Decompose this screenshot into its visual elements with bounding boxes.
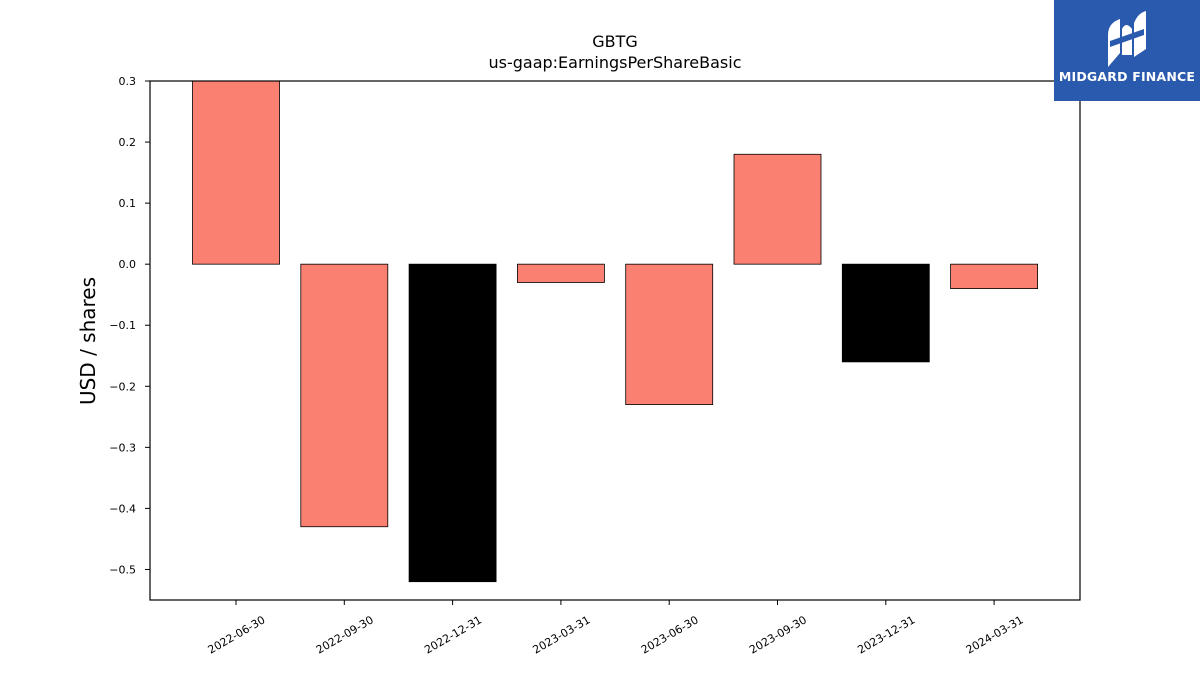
bar-2022-06-30 <box>192 80 280 265</box>
x-tick-label: 2023-09-30 <box>747 613 809 656</box>
y-axis: 0.3 0.2 0.1 0.0 −0.1 −0.2 −0.3 −0.4 −0.5 <box>109 75 150 576</box>
bar-2023-06-30 <box>625 263 714 406</box>
x-axis: 2022-06-30 2022-09-30 2022-12-31 2023-03-31… <box>206 600 1026 657</box>
y-tick-label: −0.4 <box>109 502 136 515</box>
bars-group <box>192 80 1038 583</box>
x-tick-label: 2022-09-30 <box>314 613 376 656</box>
bar-2023-09-30 <box>733 153 822 265</box>
bar-2023-12-31 <box>841 263 930 363</box>
y-tick-label: 0.3 <box>119 75 137 88</box>
y-axis-label: USD / shares <box>76 276 100 406</box>
bar-2023-03-31 <box>517 263 605 283</box>
x-tick-label: 2022-06-30 <box>206 613 268 656</box>
logo-text: MIDGARD FINANCE <box>1058 69 1196 84</box>
x-tick-label: 2023-03-31 <box>531 613 593 656</box>
y-tick-label: 0.0 <box>119 258 137 271</box>
y-tick-label: −0.3 <box>109 441 136 454</box>
y-tick-label: −0.2 <box>109 380 136 393</box>
midgard-logo-icon <box>1108 11 1146 67</box>
bar-2024-03-31 <box>950 263 1038 290</box>
plot-frame <box>149 80 1081 601</box>
x-tick-label: 2024-03-31 <box>964 613 1026 656</box>
chart-title: GBTG <box>592 32 638 51</box>
bar-2022-09-30 <box>300 263 389 528</box>
x-tick-label: 2023-12-31 <box>855 613 917 656</box>
y-tick-label: −0.5 <box>109 563 136 576</box>
y-tick-label: 0.2 <box>119 136 137 149</box>
x-tick-label: 2022-12-31 <box>422 613 484 656</box>
bar-2022-12-31 <box>408 263 497 583</box>
chart-subtitle: us-gaap:EarningsPerShareBasic <box>488 53 742 72</box>
midgard-finance-logo: MIDGARD FINANCE <box>1054 0 1200 101</box>
y-tick-label: −0.1 <box>109 319 136 332</box>
x-tick-label: 2023-06-30 <box>639 613 701 656</box>
y-tick-label: 0.1 <box>119 197 137 210</box>
